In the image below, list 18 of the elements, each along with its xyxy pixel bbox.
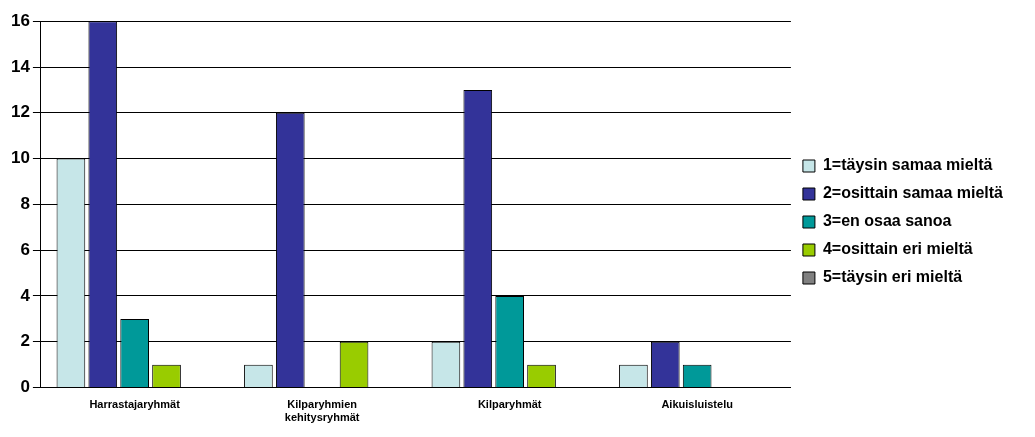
y-tick-label: 0 xyxy=(20,377,30,397)
y-tick-label: 8 xyxy=(20,194,30,214)
legend-label: 4=osittain eri mieltä xyxy=(822,240,973,258)
legend-label: 2=osittain samaa mieltä xyxy=(822,184,1004,202)
x-tick-label: Kilparyhmien kehitysryhmät xyxy=(284,398,360,424)
y-tick-label: 16 xyxy=(10,10,30,30)
legend-label: 5=täysin eri mieltä xyxy=(822,268,963,286)
legend-label: 3=en osaa sanoa xyxy=(822,212,952,230)
y-tick-label: 14 xyxy=(10,56,31,76)
y-tick-label: 2 xyxy=(20,331,30,351)
y-tick-label: 12 xyxy=(10,102,30,122)
y-tick-label: 4 xyxy=(20,285,31,305)
x-tick-label: Kilparyhmät xyxy=(477,398,542,411)
legend-label: 1=täysin samaa mieltä xyxy=(822,156,993,174)
x-tick-label: Harrastajaryhmät xyxy=(89,398,181,411)
y-tick-label: 10 xyxy=(10,148,30,168)
y-tick-label: 6 xyxy=(20,239,30,259)
x-tick-label: Aikuisluistelu xyxy=(661,398,733,411)
